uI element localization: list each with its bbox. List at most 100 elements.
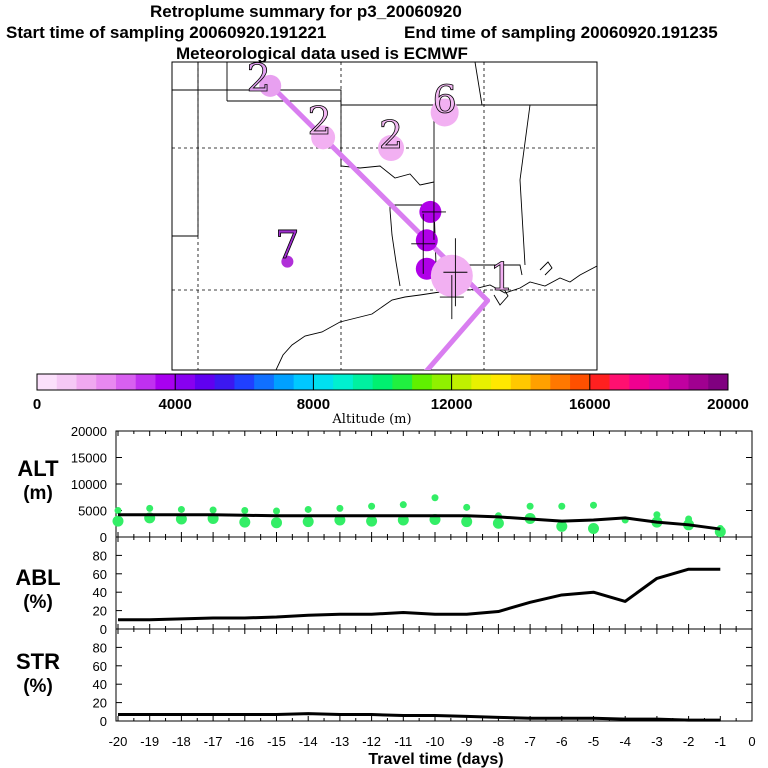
colorbar-cell bbox=[254, 374, 275, 390]
altitude-scatter-point bbox=[302, 516, 314, 528]
plume-track-segment bbox=[424, 298, 491, 370]
colorbar-cell bbox=[76, 374, 97, 390]
altitude-scatter-point bbox=[146, 504, 154, 512]
y-tick-label: 0 bbox=[100, 714, 107, 729]
altitude-scatter-point bbox=[209, 506, 217, 514]
colorbar-cell bbox=[688, 374, 709, 390]
str-panel-label: STR bbox=[16, 649, 60, 674]
x-tick-label: -16 bbox=[235, 734, 254, 749]
colorbar-tick-label: 16000 bbox=[569, 396, 611, 413]
x-tick-label: -20 bbox=[109, 734, 128, 749]
altitude-scatter-point bbox=[241, 507, 249, 514]
y-tick-label: 10000 bbox=[71, 477, 107, 492]
plume-cluster-marker bbox=[378, 135, 405, 161]
altitude-scatter-point bbox=[112, 515, 124, 527]
plume-cluster-marker bbox=[430, 98, 459, 127]
y-tick-label: 60 bbox=[93, 567, 107, 582]
y-tick-label: 20 bbox=[93, 604, 107, 619]
y-tick-label: 80 bbox=[93, 548, 107, 563]
x-tick-label: -8 bbox=[493, 734, 505, 749]
altitude-scatter-point bbox=[239, 516, 251, 528]
x-tick-label: -5 bbox=[588, 734, 600, 749]
x-tick-label: -13 bbox=[331, 734, 350, 749]
altitude-scatter-point bbox=[463, 503, 471, 511]
x-axis-label: Travel time (days) bbox=[368, 751, 503, 768]
colorbar-cell bbox=[155, 374, 176, 390]
colorbar-tick-label: 8000 bbox=[297, 396, 330, 413]
colorbar-tick-label: 4000 bbox=[159, 396, 192, 413]
colorbar-cell bbox=[609, 374, 630, 390]
x-tick-label: -18 bbox=[172, 734, 191, 749]
altitude-scatter-point bbox=[526, 502, 534, 510]
x-tick-label: -1 bbox=[715, 734, 727, 749]
colorbar-cell bbox=[333, 374, 354, 390]
cluster-number-label: 7 bbox=[275, 223, 299, 267]
colorbar-cell bbox=[56, 374, 77, 390]
altitude-scatter-point bbox=[177, 505, 185, 513]
altitude-scatter-point bbox=[588, 523, 599, 535]
colorbar-cell bbox=[649, 374, 670, 390]
alt-panel-label: ALT bbox=[17, 456, 59, 481]
colorbar-cell bbox=[372, 374, 393, 390]
x-tick-label: -17 bbox=[204, 734, 223, 749]
altitude-scatter-point bbox=[366, 515, 378, 527]
x-tick-label: -10 bbox=[426, 734, 445, 749]
altitude-scatter-point bbox=[556, 520, 568, 532]
chart-title: Retroplume summary for p3_20060920 bbox=[150, 2, 462, 21]
altitude-scatter-point bbox=[271, 517, 282, 529]
colorbar-tick-label: 20000 bbox=[707, 396, 749, 413]
altitude-scatter-point bbox=[114, 507, 122, 514]
colorbar-cell bbox=[234, 374, 255, 390]
end-time-label: End time of sampling 20060920.191235 bbox=[404, 23, 718, 42]
y-tick-label: 40 bbox=[93, 677, 107, 692]
colorbar-cell bbox=[175, 374, 196, 390]
colorbar-cell bbox=[431, 374, 452, 390]
altitude-scatter-point bbox=[590, 501, 597, 509]
x-tick-label: -19 bbox=[140, 734, 159, 749]
altitude-scatter-point bbox=[431, 494, 439, 502]
altitude-scatter-point bbox=[653, 511, 661, 519]
plume-track-segment bbox=[267, 81, 426, 240]
altitude-scatter-point bbox=[273, 507, 280, 515]
colorbar-cell bbox=[471, 374, 492, 390]
colorbar-cell bbox=[570, 374, 591, 390]
plume-cluster-marker bbox=[311, 125, 336, 150]
y-tick-label: 0 bbox=[100, 530, 107, 545]
colorbar-cell bbox=[668, 374, 689, 390]
colorbar-cell bbox=[708, 374, 729, 390]
met-data-label: Meteorological data used is ECMWF bbox=[176, 44, 468, 63]
cluster-number-label: 2 bbox=[307, 99, 331, 143]
colorbar-label: Altitude (m) bbox=[331, 412, 411, 427]
altitude-scatter-point bbox=[368, 502, 376, 510]
colorbar-cell bbox=[530, 374, 551, 390]
altitude-scatter-point bbox=[399, 501, 407, 509]
alt-panel-unit: (m) bbox=[23, 483, 53, 504]
x-tick-label: -6 bbox=[556, 734, 568, 749]
y-tick-label: 20000 bbox=[71, 424, 107, 439]
y-tick-label: 80 bbox=[93, 640, 107, 655]
abl-panel-label: ABL bbox=[15, 565, 60, 590]
colorbar-cell bbox=[352, 374, 374, 390]
plume-cluster-marker bbox=[281, 255, 294, 268]
colorbar-cell bbox=[451, 374, 472, 390]
y-tick-label: 5000 bbox=[78, 504, 107, 519]
map-frame bbox=[171, 61, 598, 371]
colorbar-cell bbox=[589, 374, 610, 390]
series-line-str bbox=[118, 712, 721, 722]
str-panel-frame bbox=[115, 628, 753, 722]
colorbar-cell bbox=[491, 374, 512, 390]
series-line-alt bbox=[118, 513, 721, 531]
colorbar-tick-label: 12000 bbox=[431, 396, 473, 413]
map-grid bbox=[172, 62, 597, 370]
colorbar-cell bbox=[313, 374, 334, 390]
colorbar-cell bbox=[412, 374, 433, 390]
cluster-number-label: 2 bbox=[247, 56, 271, 100]
altitude-colorbar: 0 4000 8000 12000 16000 20000 Altitude (m) bbox=[33, 373, 749, 427]
y-tick-label: 0 bbox=[100, 622, 107, 637]
x-tick-label: -11 bbox=[394, 734, 412, 749]
x-tick-label: -12 bbox=[362, 734, 381, 749]
altitude-scatter-point bbox=[558, 502, 566, 510]
